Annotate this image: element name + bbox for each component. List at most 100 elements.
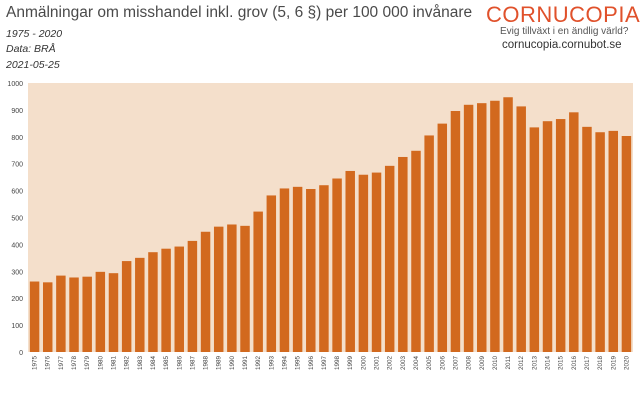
bar-1989 xyxy=(213,226,224,352)
x-tick-label: 2018 xyxy=(597,356,604,371)
bar-2001 xyxy=(371,172,382,352)
x-tick-label: 2017 xyxy=(584,356,591,371)
bar-2005 xyxy=(424,135,434,352)
x-tick-label: 1991 xyxy=(242,356,249,371)
x-tick-label: 1982 xyxy=(124,356,131,371)
x-tick-label: 1992 xyxy=(255,356,262,371)
x-tick-label: 1995 xyxy=(295,356,302,371)
bar-1998 xyxy=(332,178,342,352)
x-tick-label: 1994 xyxy=(281,356,288,371)
bar-1979 xyxy=(82,276,92,352)
x-tick-label: 2009 xyxy=(479,356,486,371)
bar-2009 xyxy=(477,103,487,352)
bar-1994 xyxy=(279,188,290,352)
bar-2008 xyxy=(463,104,474,352)
x-tick-label: 1975 xyxy=(32,356,39,371)
bar-1981 xyxy=(108,273,119,352)
bar-2010 xyxy=(490,100,500,352)
x-tick-label: 1997 xyxy=(321,356,328,371)
x-tick-label: 2019 xyxy=(610,356,617,371)
chart-title: Anmälningar om misshandel inkl. grov (5,… xyxy=(6,4,473,21)
x-tick-label: 2003 xyxy=(400,356,407,371)
bar-1991 xyxy=(240,225,250,352)
y-tick-label: 100 xyxy=(11,323,23,330)
bars xyxy=(29,97,632,353)
x-tick-label: 2001 xyxy=(374,356,381,371)
x-tick-label: 1988 xyxy=(203,356,210,371)
y-tick-label: 1000 xyxy=(7,81,23,88)
bar-1996 xyxy=(306,188,316,352)
x-tick-label: 2020 xyxy=(623,356,630,371)
bar-2014 xyxy=(542,121,553,352)
x-tick-label: 1981 xyxy=(110,356,117,371)
bar-1975 xyxy=(29,281,40,352)
x-tick-label: 1976 xyxy=(45,356,52,371)
y-tick-label: 600 xyxy=(11,189,23,196)
x-tick-label: 1999 xyxy=(347,356,354,371)
bar-1995 xyxy=(292,186,303,352)
x-tick-label: 1983 xyxy=(137,356,144,371)
x-tick-label: 2012 xyxy=(518,356,525,371)
source-label: Data: BRÅ xyxy=(6,43,56,55)
logo-url[interactable]: cornucopia.cornubot.se xyxy=(502,39,622,51)
bar-1988 xyxy=(200,231,211,352)
logo-tagline: Evig tillväxt i en ändlig värld? xyxy=(500,26,629,37)
bar-2011 xyxy=(503,97,513,352)
x-tick-label: 1980 xyxy=(97,356,104,371)
y-tick-label: 500 xyxy=(11,216,23,223)
period-label: 1975 - 2020 xyxy=(6,28,63,40)
x-tick-label: 2004 xyxy=(413,356,420,371)
y-tick-label: 0 xyxy=(19,350,23,357)
x-tick-label: 1990 xyxy=(229,356,236,371)
bar-1983 xyxy=(135,257,145,352)
bar-1977 xyxy=(56,275,66,352)
x-tick-label: 1986 xyxy=(176,356,183,371)
bar-1982 xyxy=(121,261,132,352)
x-tick-label: 2010 xyxy=(492,356,499,371)
bar-1984 xyxy=(148,252,158,352)
bar-2019 xyxy=(608,130,619,352)
y-tick-label: 800 xyxy=(11,135,23,142)
bar-1993 xyxy=(266,195,277,352)
x-tick-label: 1985 xyxy=(163,356,170,371)
x-tick-label: 2008 xyxy=(466,356,473,371)
y-tick-label: 400 xyxy=(11,242,23,249)
bar-2017 xyxy=(582,126,592,352)
bar-2003 xyxy=(398,156,408,352)
bar-2002 xyxy=(384,165,395,352)
x-tick-label: 1993 xyxy=(268,356,275,371)
plot-area xyxy=(28,83,633,352)
x-tick-label: 1996 xyxy=(308,356,315,371)
bar-1976 xyxy=(42,282,53,352)
x-axis-ticks: 1975 1976 1977 1978 1979 1980 1981 1982 1983 1984… xyxy=(32,356,631,371)
y-tick-label: 700 xyxy=(11,162,23,169)
x-tick-label: 2016 xyxy=(571,356,578,371)
bar-1997 xyxy=(319,185,329,352)
bar-2004 xyxy=(411,150,421,352)
x-tick-label: 1984 xyxy=(150,356,157,371)
bar-1978 xyxy=(69,277,79,352)
bar-2016 xyxy=(569,112,579,352)
bar-2006 xyxy=(437,123,448,353)
y-tick-label: 900 xyxy=(11,108,23,115)
x-tick-label: 2015 xyxy=(558,356,565,371)
y-tick-label: 300 xyxy=(11,269,23,276)
y-axis-ticks: 0 100 200 300 400 500 600 700 800 900 1000 xyxy=(7,81,23,357)
y-tick-label: 200 xyxy=(11,296,23,303)
bar-1985 xyxy=(161,248,171,352)
bar-1987 xyxy=(187,240,198,352)
x-tick-label: 2007 xyxy=(452,356,459,371)
x-tick-label: 2006 xyxy=(439,356,446,371)
bar-2012 xyxy=(516,106,526,353)
bar-2020 xyxy=(621,135,632,352)
x-tick-label: 1989 xyxy=(216,356,223,371)
x-tick-label: 1977 xyxy=(58,356,65,371)
bar-1986 xyxy=(174,246,184,352)
bar-2013 xyxy=(529,127,540,352)
x-tick-label: 2014 xyxy=(545,356,552,371)
bar-1980 xyxy=(95,271,106,352)
bar-2018 xyxy=(595,132,605,352)
logo-name: CORNUCOPIA? xyxy=(486,2,640,27)
cornucopia-logo[interactable]: CORNUCOPIA? Evig tillväxt i en ändlig vä… xyxy=(486,2,640,51)
bar-2007 xyxy=(450,110,461,352)
